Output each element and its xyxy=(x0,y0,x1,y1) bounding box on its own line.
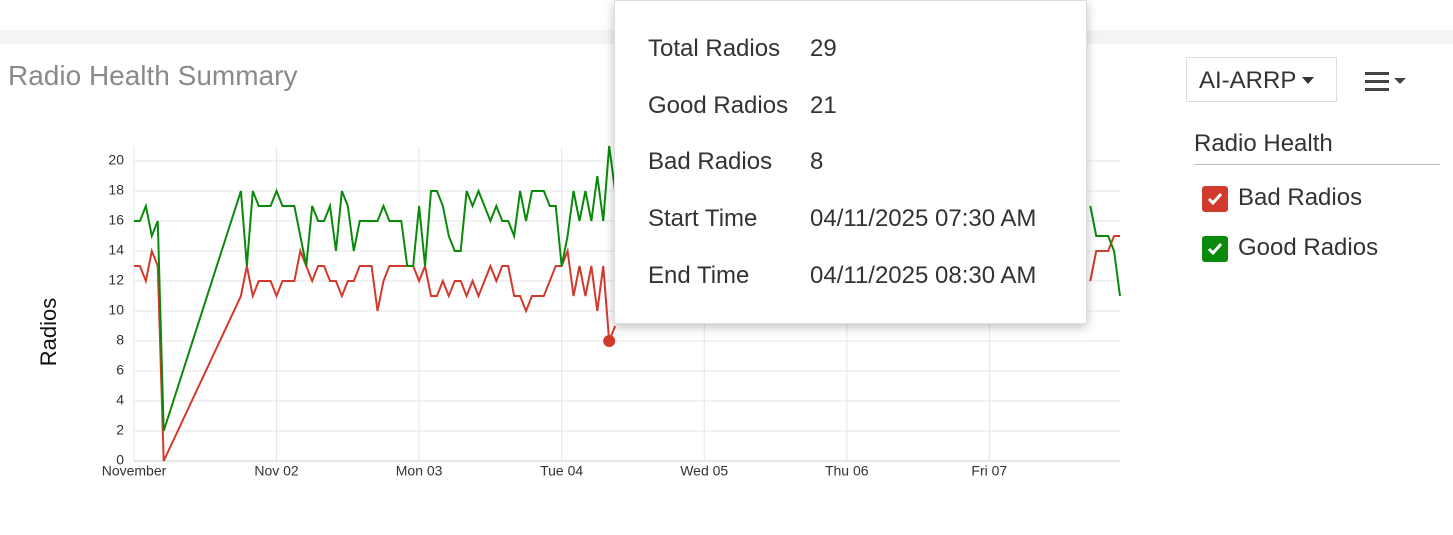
x-tick-label: Nov 02 xyxy=(254,463,299,479)
x-tick-label: Fri 07 xyxy=(971,463,1007,479)
y-tick-label: 4 xyxy=(116,392,124,408)
x-tick-label: Tue 04 xyxy=(540,463,583,479)
y-tick-label: 0 xyxy=(116,452,124,468)
tooltip-label: Start Time xyxy=(648,205,758,233)
legend-item[interactable]: Bad Radios xyxy=(1202,184,1362,212)
dropdown-label: AI-ARRP xyxy=(1199,67,1297,94)
legend-label: Good Radios xyxy=(1238,234,1379,261)
y-tick-label: 10 xyxy=(108,302,124,318)
tooltip-value: 8 xyxy=(810,148,824,176)
legend-title: Radio Health xyxy=(1194,130,1440,165)
x-tick-label: Wed 05 xyxy=(680,463,728,479)
menu-icon[interactable] xyxy=(1365,70,1407,94)
tooltip-value: 04/11/2025 07:30 AM xyxy=(810,205,1037,233)
legend-checkbox[interactable] xyxy=(1202,185,1228,212)
y-tick-label: 2 xyxy=(116,422,124,438)
x-tick-label: Thu 06 xyxy=(825,463,869,479)
x-tick-label: Mon 03 xyxy=(396,463,443,479)
check xyxy=(1207,192,1223,205)
tooltip-label: Total Radios xyxy=(648,35,781,62)
legend-checkbox[interactable] xyxy=(1202,235,1228,262)
tooltip-label: Good Radios xyxy=(648,91,789,119)
y-tick-label: 6 xyxy=(116,362,124,378)
chart-title: Radio Health Summary xyxy=(8,60,298,91)
highlight-point xyxy=(603,335,616,347)
tooltip-label: Bad Radios xyxy=(648,148,773,176)
dropdown[interactable]: AI-ARRP xyxy=(1186,57,1337,102)
legend-item[interactable]: Good Radios xyxy=(1202,234,1378,262)
tooltip-value: 29 xyxy=(810,35,837,62)
tooltip-value: 04/11/2025 08:30 AM xyxy=(810,261,1037,289)
caret xyxy=(1302,77,1314,84)
y-tick-label: 16 xyxy=(108,212,124,228)
y-tick-label: 8 xyxy=(116,332,124,348)
x-tick-label: November xyxy=(102,463,167,479)
tooltip: Total Radios 29 Good Radios 21 Bad Radios 8 St… xyxy=(614,0,1087,324)
y-tick-label: 18 xyxy=(108,182,124,198)
legend-label: Bad Radios xyxy=(1238,184,1363,211)
y-tick-label: 14 xyxy=(108,242,124,258)
check xyxy=(1207,242,1223,255)
y-tick-label: 20 xyxy=(108,152,124,168)
y-axis-title: Radios xyxy=(36,298,61,366)
series-line xyxy=(134,145,1121,432)
tooltip-label: End Time xyxy=(648,261,750,289)
y-tick-label: 12 xyxy=(108,272,124,288)
tooltip-value: 21 xyxy=(810,91,837,119)
